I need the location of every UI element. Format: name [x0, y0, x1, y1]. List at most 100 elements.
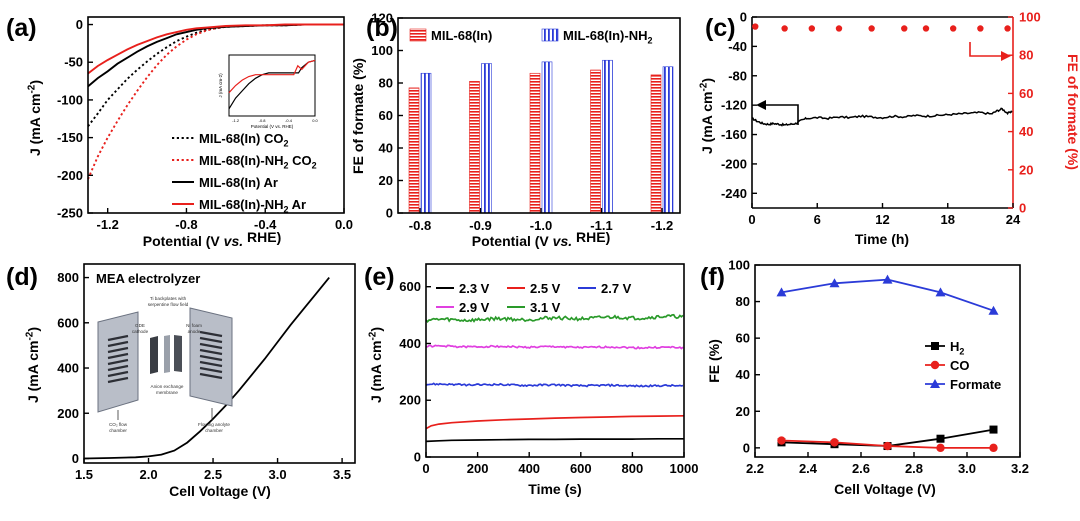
- schematic-label: GDE: [135, 323, 145, 328]
- x-tick-label: 0: [748, 212, 755, 227]
- x-tick-label: -0.8: [175, 217, 197, 232]
- fe-point: [781, 25, 788, 32]
- bar: [529, 72, 541, 214]
- y2-axis-label: FE of formate (%): [1065, 54, 1080, 170]
- x-tick-label: 1.5: [75, 467, 93, 482]
- arrow-right-head: [1001, 51, 1011, 61]
- schematic-label: chamber: [205, 428, 223, 433]
- y-axis-label: J (mA cm-2): [25, 327, 41, 403]
- inset-line: [228, 59, 316, 110]
- label-part: ): [25, 327, 41, 332]
- flow-channel: [199, 330, 223, 338]
- label-part: -2: [27, 84, 38, 93]
- legend-label: MIL-68(In): [431, 28, 492, 43]
- flow-channel: [107, 352, 129, 360]
- legend-label: MIL-68(In) CO2: [199, 131, 289, 149]
- schematic-label: membrane: [156, 390, 178, 395]
- marker-triangle: [776, 287, 787, 297]
- y-axis-label: FE (%): [706, 339, 722, 383]
- x-axis-label: Time (s): [528, 481, 581, 497]
- y-tick-label: 100: [728, 258, 750, 273]
- fe-point: [835, 25, 843, 32]
- legend-label: MIL-68(In)-NH2: [563, 28, 653, 46]
- series-line: [87, 23, 344, 180]
- y-axis-label: J (mA cm-2): [27, 80, 43, 156]
- inset-tick-label: 0.0: [312, 118, 318, 123]
- schematic-label: CO₂ flow: [109, 422, 128, 427]
- panel-d: 1.5 2.0 2.5 3.0 3.5 0 200 400 600 800 MEA electrol…: [6, 263, 351, 499]
- axes-frame: [87, 16, 345, 214]
- marker-square: [931, 342, 939, 350]
- label-part: MIL-68(In)-NH: [199, 197, 284, 212]
- series-line: [87, 23, 344, 75]
- x-tick-label: 0: [422, 461, 429, 476]
- marker-circle: [930, 360, 940, 370]
- schematic-label: serpentine flow field: [148, 302, 189, 307]
- schematic-label: chamber: [109, 428, 127, 433]
- inset-x-label: Potential (V vs. RHE): [251, 124, 294, 129]
- x-tick-label: 2.0: [139, 467, 157, 482]
- x-tick-label: -1.1: [590, 218, 612, 233]
- flow-channel: [107, 346, 129, 354]
- x-tick-label: -0.8: [409, 218, 431, 233]
- label-part: J (mA cm: [699, 92, 715, 155]
- flow-channel: [199, 366, 223, 374]
- label-part: -2: [368, 331, 379, 340]
- label-part: CO: [289, 153, 312, 168]
- axes-frame: [425, 263, 685, 458]
- marker-circle: [883, 441, 892, 451]
- legend-label: MIL-68(In) Ar: [199, 175, 278, 190]
- marker-triangle: [882, 274, 893, 284]
- label-part: vs.: [553, 233, 572, 249]
- y2-tick-label: 0: [1019, 201, 1026, 216]
- x-axis-label: Potential (V vs. RHE): [143, 229, 282, 249]
- y-tick-label: 0: [414, 450, 421, 465]
- y-tick-label: -240: [721, 186, 747, 201]
- y-tick-label: 40: [379, 141, 393, 156]
- label-part: J (mA cm: [368, 341, 384, 404]
- y2-tick-label: 20: [1019, 162, 1033, 177]
- y-tick-label: -80: [728, 68, 747, 83]
- x-tick-label: -0.4: [254, 217, 277, 232]
- bar: [420, 72, 432, 214]
- y2-tick-label: 80: [1019, 48, 1033, 63]
- fe-point: [901, 25, 908, 32]
- label-part: MIL-68(In) Ar: [199, 175, 278, 190]
- panel-c: 0 6 12 18 240-40-80-120-160-200-240020406080…: [699, 10, 1080, 248]
- label-part: RHE): [572, 229, 610, 245]
- y-tick-label: 20: [379, 173, 393, 188]
- x-tick-label: 24: [1006, 212, 1021, 227]
- legend-label: 2.7 V: [601, 281, 632, 296]
- panel-label: (c): [705, 14, 736, 42]
- arrow-left: [762, 104, 799, 125]
- flow-channel: [199, 360, 223, 368]
- label-part: MIL-68(In)-NH: [563, 28, 648, 43]
- fe-point: [949, 25, 957, 32]
- fe-point: [808, 25, 816, 32]
- panel-b: 0 20 40 60 80 100 120 -0.8 -0.9 -1.0 -1.1 -1.2 MIL-6…: [350, 11, 674, 249]
- y-tick-label: -150: [57, 130, 83, 145]
- fe-point: [1004, 25, 1011, 32]
- y-tick-label: 0: [72, 451, 79, 466]
- y-axis-label: FE of formate (%): [350, 58, 366, 174]
- label-part: 2: [312, 161, 317, 171]
- label-part: H: [950, 339, 959, 354]
- y-tick-label: 120: [371, 11, 393, 26]
- iv-curve: [83, 277, 330, 460]
- panel-e: 0 200 400 600 800 1000 0 200 400 600 2.3 V 2.5 V 2.7…: [364, 263, 698, 497]
- x-tick-label: 6: [814, 212, 821, 227]
- x-tick-label: 3.0: [958, 461, 976, 476]
- axes-frame: [397, 17, 681, 214]
- arrow-left-head: [756, 100, 766, 110]
- y-tick-label: 200: [57, 406, 79, 421]
- label-part: vs.: [224, 233, 243, 249]
- x-tick-label: 2.6: [852, 461, 870, 476]
- inset-tick-label: -1.2: [232, 118, 240, 123]
- y-tick-label: 200: [399, 393, 421, 408]
- legend-label: H2: [950, 339, 964, 357]
- marker-square: [936, 434, 945, 443]
- series-line: [425, 313, 684, 323]
- marker-circle: [989, 443, 998, 453]
